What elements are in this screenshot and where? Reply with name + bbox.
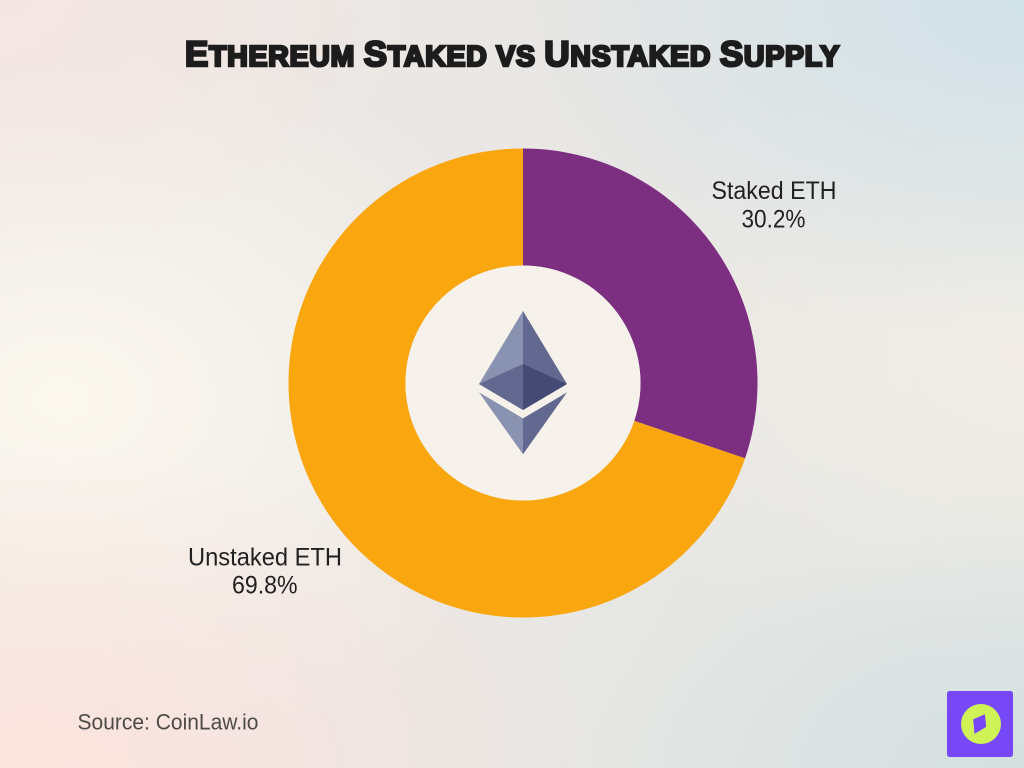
svg-text:69.8%: 69.8%	[232, 572, 298, 600]
svg-text:Staked ETH: Staked ETH	[712, 177, 837, 205]
svg-text:Source: CoinLaw.io: Source: CoinLaw.io	[78, 710, 259, 735]
svg-text:30.2%: 30.2%	[742, 205, 806, 233]
svg-text:ETHEREUM STAKED VS UNSTAKED SU: ETHEREUM STAKED VS UNSTAKED SUPPLY	[185, 35, 840, 74]
svg-text:Unstaked ETH: Unstaked ETH	[188, 544, 342, 572]
